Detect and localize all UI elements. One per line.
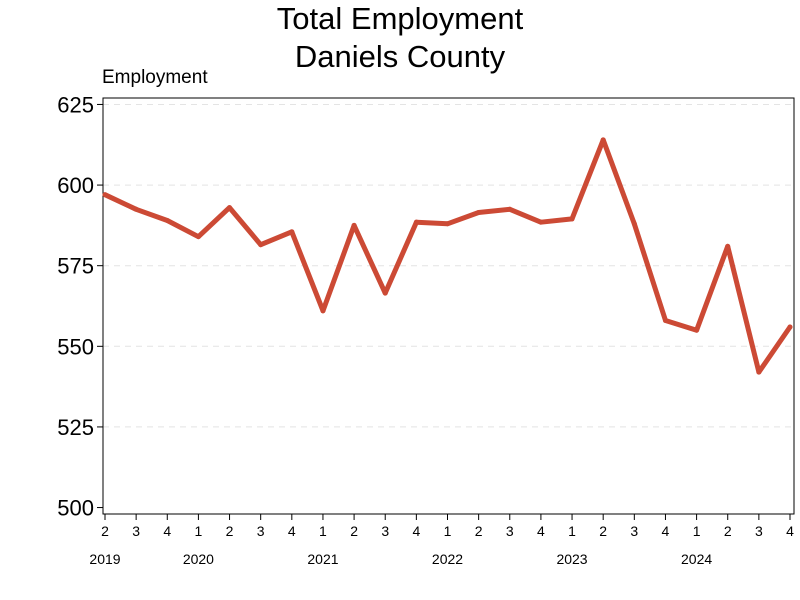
x-year-label: 2021 (307, 551, 338, 567)
x-tick-label: 3 (381, 523, 389, 539)
data-point (725, 243, 731, 249)
data-point (756, 369, 762, 375)
y-tick-label: 550 (57, 334, 94, 359)
y-tick-label: 625 (57, 92, 94, 117)
x-tick-label: 3 (132, 523, 140, 539)
data-point (320, 308, 326, 314)
data-point (631, 221, 637, 227)
chart-subtitle: Daniels County (294, 39, 506, 74)
x-year-label: 2024 (681, 551, 712, 567)
x-tick-label: 2 (101, 523, 109, 539)
x-tick-label: 1 (195, 523, 203, 539)
x-tick-label: 1 (444, 523, 452, 539)
y-tick-label: 600 (57, 173, 94, 198)
data-point (787, 324, 793, 330)
data-point (662, 318, 668, 324)
data-point (351, 222, 357, 228)
data-point (195, 234, 201, 240)
data-point (133, 206, 139, 212)
data-point (600, 137, 606, 143)
x-tick-label: 1 (319, 523, 327, 539)
data-point (382, 290, 388, 296)
x-tick-label: 2 (226, 523, 234, 539)
x-tick-label: 4 (537, 523, 545, 539)
data-point (538, 219, 544, 225)
x-year-label: 2020 (183, 551, 214, 567)
series-line (102, 137, 793, 375)
data-point (694, 327, 700, 333)
x-tick-label: 1 (693, 523, 701, 539)
x-tick-label: 2 (724, 523, 732, 539)
data-point (227, 205, 233, 211)
x-tick-label: 3 (506, 523, 514, 539)
data-point (413, 219, 419, 225)
x-year-label: 2022 (432, 551, 463, 567)
x-tick-label: 2 (475, 523, 483, 539)
data-point (569, 216, 575, 222)
data-point (289, 229, 295, 235)
y-axis-label: Employment (102, 67, 208, 88)
x-tick-label: 4 (163, 523, 171, 539)
x-tick-label: 4 (288, 523, 296, 539)
y-tick-label: 575 (57, 254, 94, 279)
x-tick-label: 4 (412, 523, 420, 539)
y-tick-label: 500 (57, 496, 94, 521)
x-tick-label: 3 (257, 523, 265, 539)
data-point (507, 206, 513, 212)
x-year-label: 2019 (89, 551, 120, 567)
x-tick-label: 2 (599, 523, 607, 539)
data-point (164, 218, 170, 224)
chart-title: Total Employment (276, 1, 524, 36)
x-tick-label: 4 (786, 523, 794, 539)
x-tick-label: 4 (662, 523, 670, 539)
data-point (476, 209, 482, 215)
x-tick-label: 1 (568, 523, 576, 539)
plot-frame (102, 97, 795, 515)
y-tick-label: 525 (57, 415, 94, 440)
x-tick-label: 3 (630, 523, 638, 539)
x-tick-label: 3 (755, 523, 763, 539)
data-point (102, 192, 108, 198)
data-point (258, 242, 264, 248)
x-year-label: 2023 (556, 551, 587, 567)
x-tick-label: 2 (350, 523, 358, 539)
data-point (445, 221, 450, 227)
